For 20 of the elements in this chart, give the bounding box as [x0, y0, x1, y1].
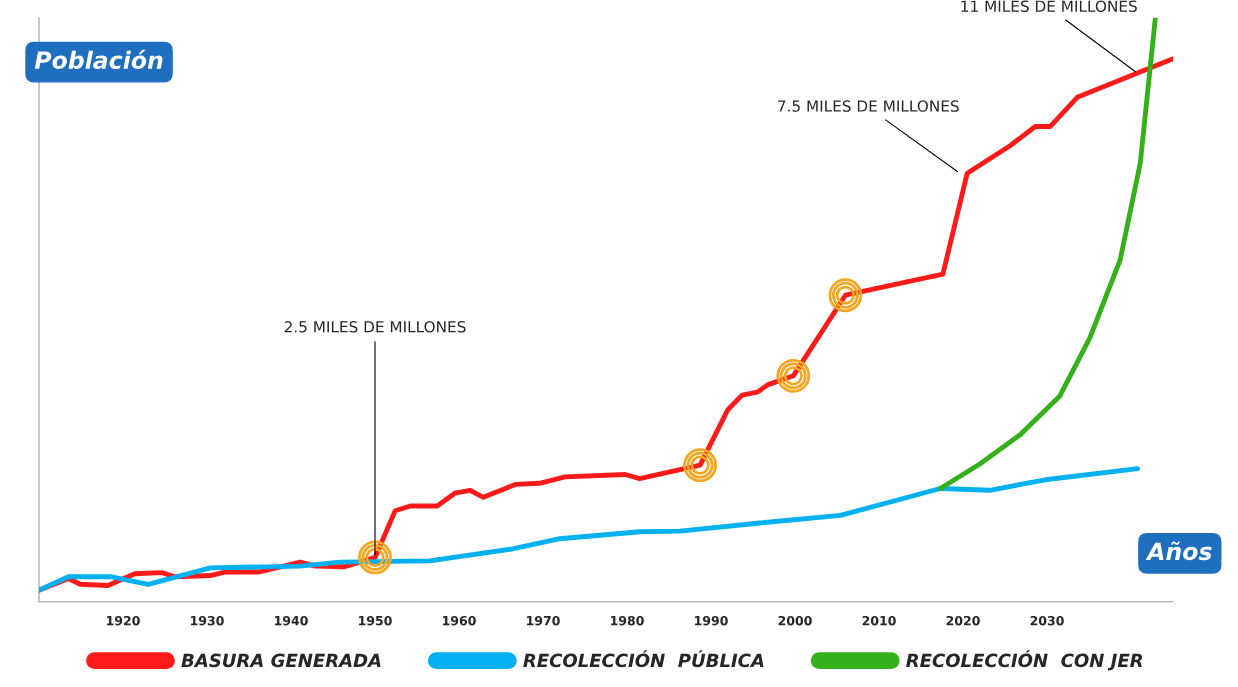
x-tick-label: 2000 [778, 615, 812, 626]
annotation: 7.5 MILES DE MILLONES [778, 100, 959, 112]
legend-label: RECOLECCIÓN PÚBLICA [523, 650, 764, 668]
x-tick-label: 2030 [1030, 615, 1064, 626]
x-tick-label: 1980 [611, 615, 644, 626]
x-tick-label: 2020 [946, 615, 980, 626]
x-tick-label: 2010 [862, 615, 896, 626]
x-tick-label: 1960 [443, 615, 476, 626]
x-tick-label: 1930 [191, 615, 224, 626]
legend-label: RECOLECCIÓN CON JER [906, 650, 1143, 671]
x-tick-label: 1920 [107, 615, 140, 626]
y-axis-title: Población [34, 49, 163, 70]
x-tick-label: 1970 [527, 615, 560, 626]
x-tick-label: 1940 [275, 615, 308, 626]
x-tick-label: 1950 [359, 615, 392, 626]
x-tick-label: 1990 [695, 615, 728, 626]
x-axis-title: Años [1145, 541, 1212, 561]
legend-label: BASURA GENERADA [181, 653, 381, 668]
annotation: 11 MILES DE MILLONES [961, 0, 1137, 12]
annotation: 2.5 MILES DE MILLONES [284, 321, 466, 333]
